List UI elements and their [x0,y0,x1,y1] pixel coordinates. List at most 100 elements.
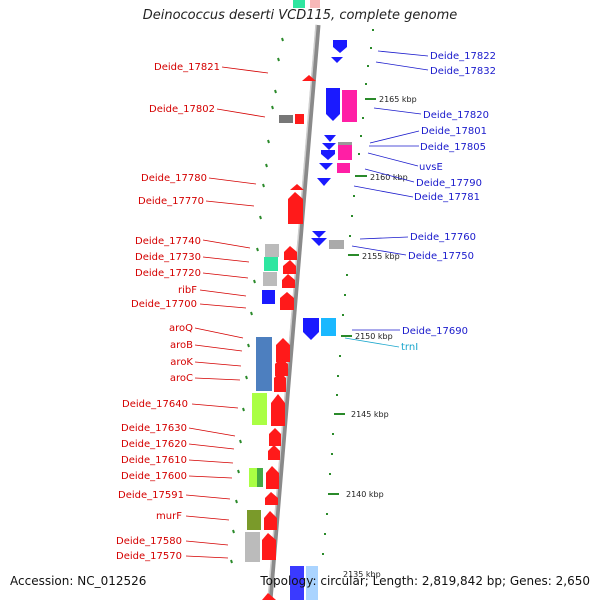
gene-feature[interactable] [263,272,277,286]
gene-label[interactable]: Deide_17600 [121,471,187,482]
topology-text: Topology: circular; Length: 2,819,842 bp… [260,574,590,588]
gene-label[interactable]: Deide_17730 [135,252,201,263]
gene-arrow[interactable] [324,135,336,142]
gene-arrow[interactable] [275,358,288,376]
gene-arrow[interactable] [303,318,319,340]
gene-feature[interactable] [329,240,344,249]
gene-arrow[interactable] [311,238,327,246]
scale-label: 2165 kbp [379,95,417,104]
gene-feature[interactable] [262,290,275,304]
gene-arrow[interactable] [317,178,331,186]
gene-feature[interactable] [342,90,357,122]
gene-feature[interactable] [337,163,350,173]
genome-backbone [267,24,321,600]
map-title: Deinococcus deserti VCD115, complete gen… [142,8,458,23]
right-tick-track [322,29,376,555]
gene-label[interactable]: Deide_17620 [121,439,187,450]
gene-label[interactable]: Deide_17822 [430,51,496,62]
gene-arrow[interactable] [271,394,285,426]
gene-arrow[interactable] [269,428,281,446]
accession-text: Accession: NC_012526 [10,574,147,588]
gene-feature[interactable] [256,337,272,391]
gene-label[interactable]: Deide_17630 [121,423,187,434]
gene-label[interactable]: Deide_17805 [420,142,486,153]
left-leader-lines [185,66,269,559]
gene-arrow[interactable] [295,114,304,124]
gene-label[interactable]: Deide_17832 [430,66,496,77]
gene-arrow[interactable] [326,88,340,121]
gene-arrow[interactable] [302,75,316,81]
gene-label[interactable]: Deide_17570 [116,551,182,562]
gene-arrow[interactable] [276,338,290,362]
gene-label[interactable]: aroQ [169,323,193,334]
gene-arrow[interactable] [268,445,280,460]
gene-label[interactable]: Deide_17750 [408,251,474,262]
gene-arrow[interactable] [290,184,304,190]
scale-label: 2155 kbp [362,252,400,261]
gene-feature[interactable] [252,393,267,425]
gene-feature[interactable] [310,0,320,8]
gene-arrow[interactable] [274,372,286,392]
gene-label[interactable]: Deide_17700 [131,299,197,310]
gene-arrow[interactable] [288,192,303,224]
scale-label: 2140 kbp [346,490,384,499]
gene-label[interactable]: uvsE [419,162,443,173]
gene-feature[interactable] [321,318,336,336]
gene-feature[interactable] [306,566,318,600]
gene-arrow[interactable] [333,40,347,53]
reverse-strand-genes [290,40,357,600]
gene-label[interactable]: Deide_17820 [423,110,489,121]
gene-arrow[interactable] [282,274,295,288]
gene-feature[interactable] [279,115,293,123]
gene-arrow[interactable] [319,163,333,170]
scale-label: 2145 kbp [351,410,389,419]
gene-feature[interactable] [290,566,304,600]
gene-label[interactable]: Deide_17690 [402,326,468,337]
gene-label[interactable]: Deide_17790 [416,178,482,189]
gene-label[interactable]: murF [156,511,182,522]
gene-arrow[interactable] [280,292,294,310]
gene-arrow[interactable] [283,260,296,274]
gene-feature[interactable] [245,532,260,562]
gene-arrow[interactable] [321,150,335,160]
gene-label[interactable]: Deide_17802 [149,104,215,115]
left-tick-track [230,37,284,564]
gene-label[interactable]: aroK [170,357,193,368]
gene-feature[interactable] [338,145,352,160]
rna-label[interactable]: trnI [401,342,418,353]
gene-label[interactable]: Deide_17770 [138,196,204,207]
rna-leader-line [344,337,400,348]
gene-arrow[interactable] [262,593,276,600]
gene-label[interactable]: Deide_17760 [410,232,476,243]
gene-arrow[interactable] [284,246,297,260]
scale-label: 2150 kbp [355,332,393,341]
gene-label[interactable]: Deide_17580 [116,536,182,547]
scale-label: 2135 kbp [343,570,381,579]
gene-label[interactable]: Deide_17801 [421,126,487,137]
gene-label[interactable]: Deide_17780 [141,173,207,184]
gene-label[interactable]: Deide_17610 [121,455,187,466]
gene-arrow[interactable] [266,466,279,489]
gene-arrow[interactable] [331,57,343,63]
gene-feature[interactable] [257,468,263,487]
right-leader-lines [351,50,429,331]
gene-label[interactable]: aroB [170,340,193,351]
gene-feature[interactable] [265,244,279,257]
gene-label[interactable]: Deide_17640 [122,399,188,410]
gene-label[interactable]: Deide_17591 [118,490,184,501]
gene-arrow[interactable] [312,231,326,238]
gene-arrow[interactable] [262,533,276,560]
gene-label[interactable]: Deide_17781 [414,192,480,203]
gene-feature[interactable] [264,257,278,271]
gene-arrow[interactable] [264,511,277,530]
gene-label[interactable]: ribF [178,285,197,296]
gene-arrow[interactable] [322,143,336,150]
gene-arrow[interactable] [265,492,278,505]
gene-label[interactable]: aroC [170,373,193,384]
gene-label[interactable]: Deide_17720 [135,268,201,279]
gene-feature[interactable] [247,510,261,530]
gene-feature[interactable] [293,0,305,8]
gene-label[interactable]: Deide_17821 [154,62,220,73]
gene-label[interactable]: Deide_17740 [135,236,201,247]
